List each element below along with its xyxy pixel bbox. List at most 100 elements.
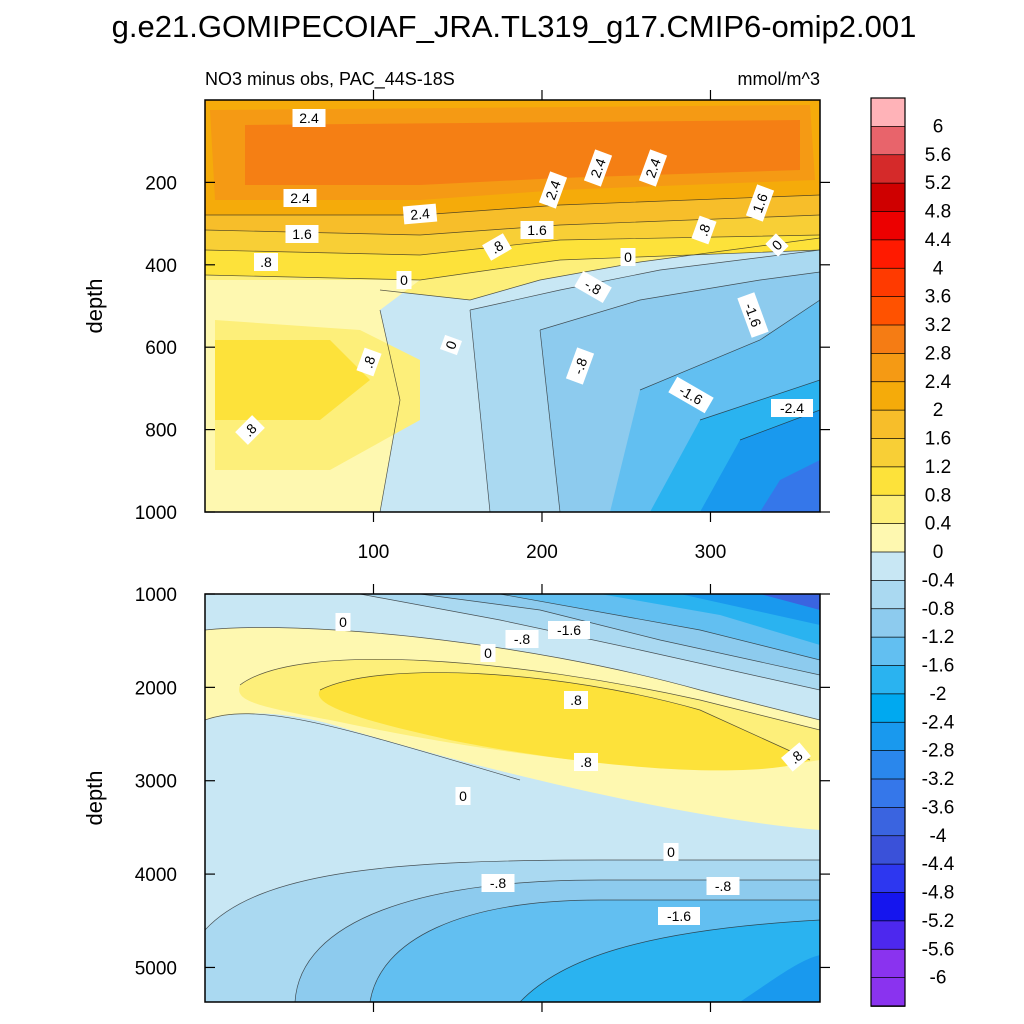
colorbar-label: 0.4 xyxy=(925,514,952,535)
x-tick-label: 100 xyxy=(358,542,390,563)
svg-text:0: 0 xyxy=(459,788,467,804)
contour-label: -1.6 xyxy=(548,621,590,639)
contour-label: 2.4 xyxy=(583,149,613,187)
colorbar-label: 1.2 xyxy=(925,457,951,478)
colorbar-label: -1.6 xyxy=(922,656,955,677)
y-tick-label: 800 xyxy=(145,421,177,442)
lower-y-axis: 1000 2000 3000 4000 5000 xyxy=(135,585,830,979)
colorbar-swatch xyxy=(870,807,906,837)
contour-label: -.8 xyxy=(565,347,595,385)
svg-text:2.4: 2.4 xyxy=(299,110,319,126)
colorbar-swatch xyxy=(870,182,906,213)
svg-text:0: 0 xyxy=(667,844,675,860)
svg-text:-2.4: -2.4 xyxy=(780,400,804,416)
colorbar-label: 5.6 xyxy=(925,145,951,166)
svg-text:1.6: 1.6 xyxy=(292,226,312,242)
contour-label: 2.4 xyxy=(402,203,438,225)
contour-label: 1.6 xyxy=(520,221,554,239)
colorbar: 6 5.6 5.2 4.8 4.4 4 3.6 3.2 2.8 2.4 2 1.6 1.2 0.8 0.4 0… xyxy=(870,97,955,1007)
lower-x-axis xyxy=(372,584,712,1012)
colorbar-swatch xyxy=(870,977,906,1007)
colorbar-label: 0.8 xyxy=(925,485,951,506)
contour-label: -.8 xyxy=(706,877,740,895)
colorbar-label: 2.4 xyxy=(925,372,952,393)
colorbar-label: -4.4 xyxy=(922,854,955,875)
y-tick-label: 5000 xyxy=(135,958,177,979)
colorbar-label: -2 xyxy=(930,684,947,705)
contour-label: 0 xyxy=(663,843,679,861)
colorbar-swatch xyxy=(870,523,906,553)
colorbar-label: 1.6 xyxy=(925,429,951,450)
svg-text:-1.6: -1.6 xyxy=(741,301,764,329)
contour-label: .8 xyxy=(482,233,512,261)
contour-label: 0 xyxy=(335,613,351,631)
contour-label: .8 xyxy=(781,742,811,772)
contour-label: 0 xyxy=(455,787,471,805)
colorbar-swatch xyxy=(870,863,906,894)
colorbar-swatch xyxy=(870,892,906,922)
colorbar-swatch xyxy=(870,267,906,298)
colorbar-swatch xyxy=(870,324,906,355)
lower-plot-frame xyxy=(204,593,821,1003)
contour-label: .8 xyxy=(574,753,598,771)
y-tick-label: 200 xyxy=(145,173,177,194)
contour-label: 0 xyxy=(620,248,636,266)
colorbar-swatch xyxy=(870,693,906,724)
contour-label: -1.6 xyxy=(737,292,769,338)
colorbar-label: -0.4 xyxy=(922,570,955,591)
colorbar-label: 4.4 xyxy=(925,230,952,251)
colorbar-swatch xyxy=(870,353,906,383)
colorbar-swatch xyxy=(870,835,906,865)
lower-y-axis-label: depth xyxy=(82,770,107,825)
colorbar-swatch xyxy=(870,381,906,411)
contour-label: -.8 xyxy=(481,874,515,892)
colorbar-label: -5.6 xyxy=(922,939,955,960)
colorbar-swatch xyxy=(870,97,906,128)
contour-label: 0 xyxy=(396,271,412,289)
colorbar-label: -0.8 xyxy=(922,599,955,620)
colorbar-swatch xyxy=(870,466,906,497)
colorbar-label: 4 xyxy=(933,258,944,279)
svg-text:0: 0 xyxy=(400,272,408,288)
contour-label: 1.6 xyxy=(745,184,775,222)
svg-text:-.8: -.8 xyxy=(570,355,591,376)
x-tick-label: 200 xyxy=(526,542,558,563)
colorbar-label: -2.4 xyxy=(922,712,955,733)
contour-label: .8 xyxy=(254,253,278,271)
svg-text:.8: .8 xyxy=(359,354,378,371)
y-tick-label: 1000 xyxy=(135,503,177,524)
upper-y-axis: 200 400 600 800 1000 xyxy=(135,173,830,524)
colorbar-swatch xyxy=(870,665,906,695)
svg-text:-.8: -.8 xyxy=(582,276,604,298)
colorbar-label: 4.8 xyxy=(925,202,951,223)
y-tick-label: 2000 xyxy=(135,678,177,699)
colorbar-swatch xyxy=(870,920,906,951)
colorbar-label: 2 xyxy=(933,400,944,421)
upper-plot-frame xyxy=(204,99,821,513)
contour-label: 2.4 xyxy=(292,109,326,127)
colorbar-swatch xyxy=(870,154,906,184)
colorbar-label: -4 xyxy=(930,826,947,847)
svg-text:1.6: 1.6 xyxy=(749,191,771,215)
y-tick-label: 1000 xyxy=(135,585,177,606)
contour-label: 2.4 xyxy=(283,189,317,207)
upper-contour-labels: 2.4 2.4 2.4 2.4 2.4 2.4 1.6 1.6 1.6 .8 .8 .8 .8 .8 0 0 0… xyxy=(235,109,813,445)
colorbar-swatch xyxy=(870,211,906,241)
colorbar-label: -3.2 xyxy=(922,769,955,790)
colorbar-label: 5.2 xyxy=(925,173,951,194)
colorbar-label: -5.2 xyxy=(922,911,955,932)
contour-label: 2.4 xyxy=(538,171,568,209)
contour-label: 0 xyxy=(439,334,463,356)
contour-label: 1.6 xyxy=(285,225,319,243)
y-tick-label: 3000 xyxy=(135,772,177,793)
colorbar-swatch xyxy=(870,126,906,156)
contour-label: .8 xyxy=(235,415,265,445)
upper-x-axis: 100 200 300 xyxy=(358,90,726,563)
svg-text:0: 0 xyxy=(339,614,347,630)
contour-label: 0 xyxy=(480,644,496,662)
colorbar-label: -1.2 xyxy=(922,627,955,648)
upper-contour-fill xyxy=(205,100,820,512)
svg-text:0: 0 xyxy=(484,645,492,661)
colorbar-swatch xyxy=(870,494,906,525)
subtitle-right: mmol/m^3 xyxy=(738,69,820,89)
